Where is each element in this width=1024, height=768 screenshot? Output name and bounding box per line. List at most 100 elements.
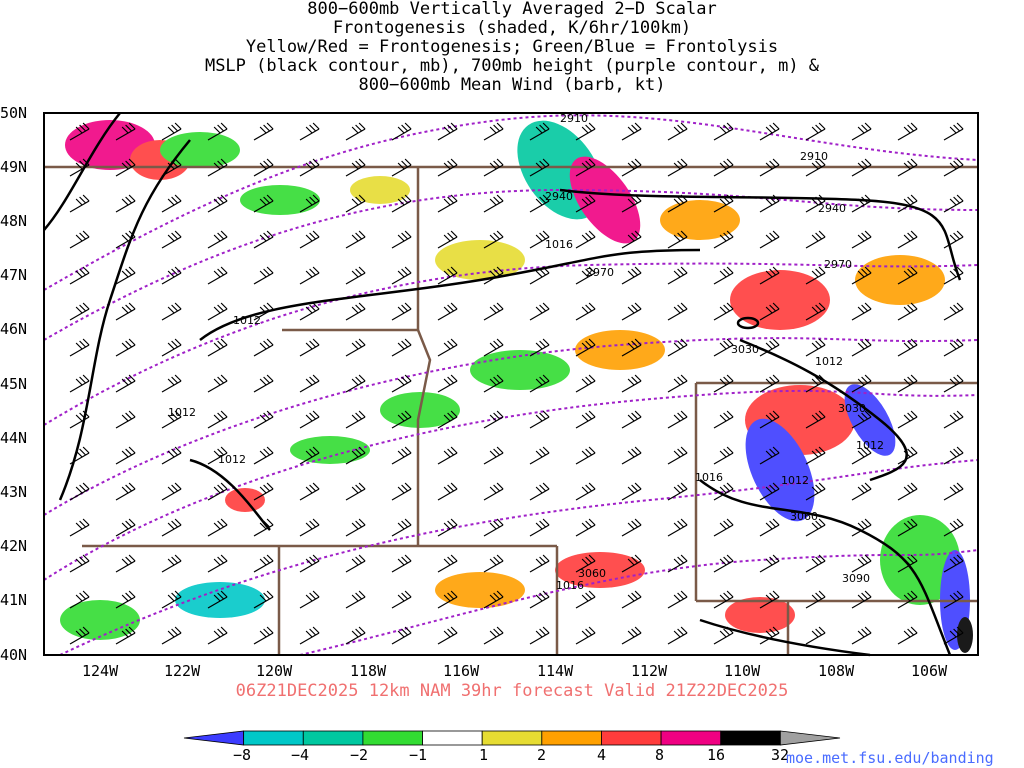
wind-barb xyxy=(391,518,412,537)
colorbar-swatch xyxy=(601,730,662,746)
lon-label: 118W xyxy=(350,662,387,680)
colorbar-swatch xyxy=(183,730,245,746)
wind-barb xyxy=(115,338,136,357)
wind-barb xyxy=(69,338,90,357)
wind-barb xyxy=(897,590,918,609)
wind-barb xyxy=(575,122,596,141)
wind-barb xyxy=(943,482,964,501)
wind-barb xyxy=(207,482,228,501)
height-label: 3060 xyxy=(790,510,818,523)
chart-title-line-3: Yellow/Red = Frontogenesis; Green/Blue =… xyxy=(245,37,779,57)
wind-barb xyxy=(161,482,182,501)
wind-barb xyxy=(115,446,136,465)
chart-title-line-4: MSLP (black contour, mb), 700mb height (… xyxy=(204,56,820,76)
shade-blob xyxy=(745,418,815,522)
wind-barb xyxy=(253,518,274,537)
mslp-label: 1012 xyxy=(233,314,261,327)
mslp-label: 1012 xyxy=(781,474,809,487)
mslp-contour xyxy=(559,188,962,281)
wind-barb xyxy=(759,626,780,645)
wind-barb xyxy=(391,374,412,393)
mslp-contour xyxy=(699,479,952,656)
wind-barb xyxy=(897,338,918,357)
wind-barb xyxy=(621,338,642,357)
shade-blob xyxy=(575,330,665,370)
lat-label: 40N xyxy=(0,646,27,664)
wind-barb xyxy=(851,554,872,573)
wind-barb xyxy=(713,446,734,465)
colorbar-swatch xyxy=(660,730,722,746)
wind-barb xyxy=(345,338,366,357)
wind-barb xyxy=(253,626,274,645)
chart-title-line-5: 800−600mb Mean Wind (barb, kt) xyxy=(358,75,666,95)
mslp-contour xyxy=(43,112,121,231)
wind-barb xyxy=(345,518,366,537)
shade-blob xyxy=(160,132,240,168)
wind-barb xyxy=(253,122,274,141)
wind-barb xyxy=(897,518,918,537)
wind-barb xyxy=(759,590,780,609)
wind-barb xyxy=(805,158,826,177)
wind-barb xyxy=(253,338,274,357)
shade-blob xyxy=(350,176,410,204)
wind-barb xyxy=(805,266,826,285)
height-label: 3030 xyxy=(838,402,866,415)
wind-barb xyxy=(483,194,504,213)
wind-barb xyxy=(299,122,320,141)
height-label: 2910 xyxy=(560,112,588,125)
wind-barb xyxy=(69,230,90,249)
mslp-label: 1012 xyxy=(815,355,843,368)
wind-barb xyxy=(253,158,274,177)
wind-barb xyxy=(851,590,872,609)
wind-barb xyxy=(483,590,504,609)
wind-barb xyxy=(575,482,596,501)
wind-barb xyxy=(897,122,918,141)
lat-label: 43N xyxy=(0,483,27,501)
wind-barb xyxy=(161,122,182,141)
wind-barb xyxy=(161,374,182,393)
wind-barb xyxy=(851,446,872,465)
wind-barb xyxy=(667,194,688,213)
wind-barb xyxy=(805,194,826,213)
wind-barb xyxy=(437,554,458,573)
wind-barb xyxy=(345,554,366,573)
chart-title-line-2: Frontogenesis (shaded, K/6hr/100km) xyxy=(332,18,692,38)
wind-barb xyxy=(69,266,90,285)
wind-barb xyxy=(483,626,504,645)
wind-barb xyxy=(759,554,780,573)
wind-barb xyxy=(851,230,872,249)
wind-barb xyxy=(207,230,228,249)
wind-barb xyxy=(483,158,504,177)
wind-barb xyxy=(621,446,642,465)
wind-barb xyxy=(299,302,320,321)
mslp-contour xyxy=(189,458,271,531)
wind-barb xyxy=(115,158,136,177)
wind-barb xyxy=(345,410,366,429)
wind-barb xyxy=(575,338,596,357)
wind-barb xyxy=(345,194,366,213)
chart-title-line-1: 800−600mb Vertically Averaged 2−D Scalar xyxy=(307,0,717,19)
wind-barb xyxy=(437,590,458,609)
wind-barb xyxy=(115,374,136,393)
wind-barb xyxy=(759,158,780,177)
wind-barb xyxy=(529,266,550,285)
credit-link[interactable]: moe.met.fsu.edu/banding xyxy=(786,749,994,767)
wind-barb xyxy=(69,158,90,177)
colorbar-swatch xyxy=(720,730,781,746)
wind-barb xyxy=(115,410,136,429)
wind-barb xyxy=(437,518,458,537)
wind-barb xyxy=(805,302,826,321)
wind-barb xyxy=(621,122,642,141)
lat-label: 45N xyxy=(0,375,27,393)
wind-barb xyxy=(575,446,596,465)
height-contour xyxy=(43,337,979,516)
wind-barb xyxy=(897,446,918,465)
wind-barb xyxy=(943,158,964,177)
lon-label: 116W xyxy=(443,662,480,680)
valid-time-text: 06Z21DEC2025 12km NAM 39hr forecast Vali… xyxy=(235,681,789,701)
shade-blob xyxy=(175,582,265,618)
wind-barb xyxy=(667,302,688,321)
shade-blob xyxy=(60,600,140,640)
wind-barb xyxy=(345,590,366,609)
